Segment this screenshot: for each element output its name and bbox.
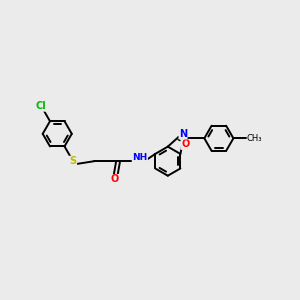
Text: Cl: Cl (36, 101, 47, 111)
Text: CH₃: CH₃ (247, 134, 262, 143)
Text: O: O (181, 140, 189, 149)
Text: NH: NH (132, 153, 148, 162)
Text: O: O (111, 175, 119, 184)
Text: S: S (70, 156, 76, 166)
Text: N: N (179, 129, 187, 139)
